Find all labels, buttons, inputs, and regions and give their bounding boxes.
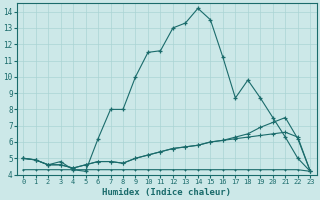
X-axis label: Humidex (Indice chaleur): Humidex (Indice chaleur): [102, 188, 231, 197]
